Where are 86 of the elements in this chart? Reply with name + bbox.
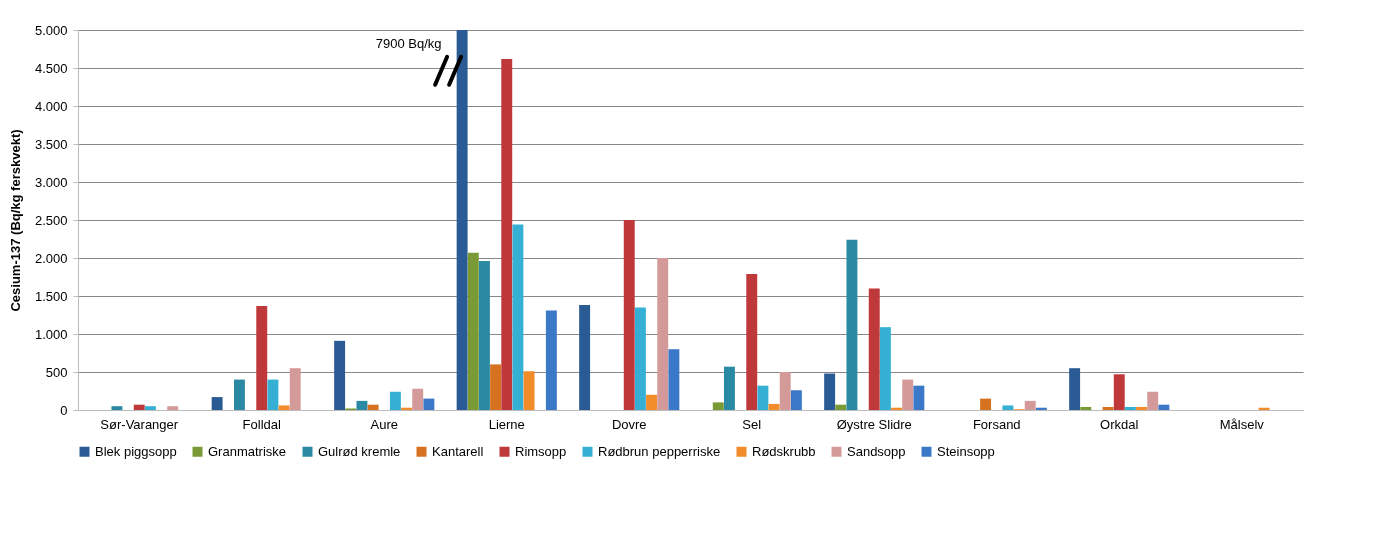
x-tick-label: Målselv bbox=[1219, 416, 1265, 432]
bar bbox=[1124, 406, 1136, 410]
bar bbox=[167, 406, 179, 410]
bar bbox=[868, 288, 880, 410]
y-tick-label: 3.000 bbox=[34, 174, 68, 190]
bar bbox=[289, 368, 301, 410]
x-tick-label: Orkdal bbox=[1100, 416, 1139, 432]
bar bbox=[1024, 400, 1036, 410]
bar bbox=[824, 373, 836, 410]
y-tick-label: 1.000 bbox=[34, 326, 68, 342]
x-tick-label: Lierne bbox=[488, 416, 525, 432]
x-tick-label: Sør-Varanger bbox=[100, 416, 179, 432]
bar bbox=[423, 398, 435, 410]
bar bbox=[389, 391, 401, 410]
bar bbox=[779, 372, 791, 410]
bar bbox=[1113, 374, 1125, 410]
legend-label: Blek piggsopp bbox=[95, 443, 177, 459]
legend-label: Steinsopp bbox=[937, 443, 995, 459]
bar bbox=[211, 397, 223, 410]
bar bbox=[757, 385, 769, 410]
bar bbox=[256, 305, 268, 410]
bar bbox=[980, 398, 992, 410]
bar bbox=[501, 58, 513, 410]
bar bbox=[723, 366, 735, 410]
x-tick-label: Øystre Slidre bbox=[836, 416, 912, 432]
y-tick-label: 4.500 bbox=[34, 60, 68, 76]
bar bbox=[1158, 404, 1170, 410]
bar bbox=[657, 258, 669, 410]
y-tick-label: 5.000 bbox=[34, 22, 68, 38]
legend-label: Rimsopp bbox=[515, 443, 567, 459]
bar bbox=[233, 379, 245, 410]
x-tick-label: Folldal bbox=[242, 416, 282, 432]
bar bbox=[111, 406, 123, 410]
annotation: 7900 Bq/kg bbox=[375, 36, 442, 51]
y-tick-label: 500 bbox=[45, 364, 68, 380]
bar bbox=[623, 220, 635, 410]
x-tick-label: Sel bbox=[742, 416, 762, 432]
legend-label: Kantarell bbox=[432, 443, 484, 459]
bar bbox=[133, 404, 145, 410]
bar bbox=[668, 349, 680, 410]
bar bbox=[356, 400, 368, 410]
bar bbox=[412, 388, 424, 410]
bar bbox=[1069, 368, 1081, 410]
bar bbox=[790, 390, 802, 410]
bar bbox=[634, 307, 646, 410]
bar bbox=[144, 406, 156, 410]
bar bbox=[902, 379, 914, 410]
bar bbox=[478, 261, 490, 410]
bar bbox=[1147, 391, 1159, 410]
bar bbox=[746, 273, 758, 410]
legend-label: Granmatriske bbox=[208, 443, 287, 459]
bar bbox=[490, 364, 502, 410]
bar bbox=[712, 402, 724, 410]
bar bbox=[467, 252, 479, 410]
y-tick-label: 1.500 bbox=[34, 288, 68, 304]
bar bbox=[846, 239, 858, 410]
bar bbox=[334, 340, 346, 410]
bar bbox=[1102, 406, 1114, 410]
y-tick-label: 3.500 bbox=[34, 136, 68, 152]
bar bbox=[768, 403, 780, 410]
bar bbox=[545, 310, 557, 410]
y-tick-label: 2.500 bbox=[34, 212, 68, 228]
bar bbox=[523, 371, 535, 410]
bar bbox=[879, 327, 891, 410]
x-tick-label: Dovre bbox=[611, 416, 647, 432]
x-tick-label: Aure bbox=[370, 416, 398, 432]
legend-label: Rødskrubb bbox=[752, 443, 816, 459]
bar bbox=[278, 405, 290, 410]
bar bbox=[512, 224, 524, 410]
y-tick-label: 4.000 bbox=[34, 98, 68, 114]
y-tick-label: 0 bbox=[60, 402, 68, 418]
bar bbox=[913, 385, 925, 410]
legend-label: Gulrød kremle bbox=[318, 443, 401, 459]
bar bbox=[1080, 406, 1092, 410]
bar bbox=[1136, 406, 1148, 410]
bar bbox=[267, 379, 279, 410]
legend-label: Rødbrun pepperriske bbox=[598, 443, 721, 459]
bar bbox=[646, 394, 658, 410]
x-tick-label: Forsand bbox=[972, 416, 1021, 432]
legend-label: Sandsopp bbox=[847, 443, 906, 459]
bar bbox=[835, 404, 847, 410]
y-tick-label: 2.000 bbox=[34, 250, 68, 266]
bar bbox=[579, 305, 591, 410]
bar bbox=[367, 404, 379, 410]
bar bbox=[1002, 405, 1014, 410]
y-axis-title: Cesium-137 (Bq/kg ferskvekt) bbox=[7, 129, 23, 312]
